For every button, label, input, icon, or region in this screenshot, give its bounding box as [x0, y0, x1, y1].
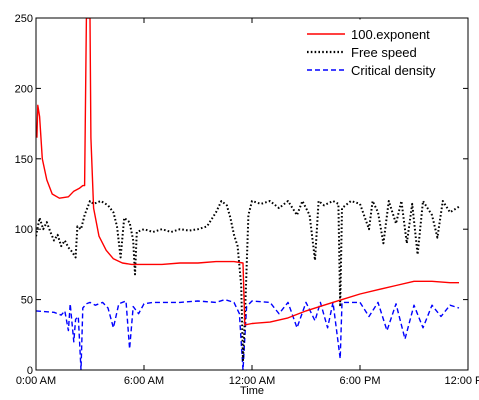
x-tick-label: 0:00 AM	[16, 375, 56, 387]
y-tick-label: 100	[15, 224, 33, 236]
x-tick-label: 12:00 AM	[229, 375, 275, 387]
plot-frame	[35, 17, 469, 371]
y-tick-label: 0	[27, 365, 33, 377]
legend-label: 100.exponent	[351, 27, 430, 42]
series-layer	[36, 18, 460, 370]
x-tick-label: 6:00 PM	[340, 375, 381, 387]
legend: 100.exponent Free speed Critical density	[299, 19, 467, 81]
x-tick-label: 12:00 PM	[444, 375, 479, 387]
y-tick-label: 150	[15, 154, 33, 166]
y-tick-label: 250	[15, 13, 33, 25]
y-tick-label: 200	[15, 83, 33, 95]
y-tick-label: 50	[21, 295, 33, 307]
legend-label: Free speed	[351, 45, 417, 60]
x-tick-label: 6:00 AM	[124, 375, 164, 387]
legend-label: Critical density	[351, 63, 436, 78]
x-axis-label: Time	[240, 385, 264, 395]
series-line-2	[36, 298, 460, 370]
series-line-0	[36, 18, 459, 326]
axes: 0 50 100 150 200 250 0:00 AM 6:00 AM 12:00 AM 6:0…	[15, 13, 479, 387]
series-line-1	[36, 200, 460, 362]
